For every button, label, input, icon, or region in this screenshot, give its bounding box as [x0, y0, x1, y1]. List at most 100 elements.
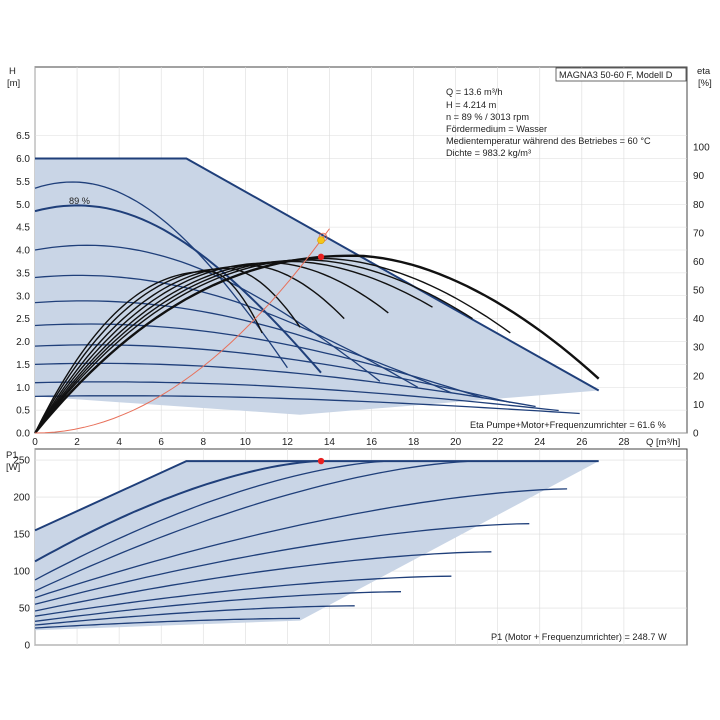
- head-curve: [34, 300, 452, 394]
- flow-tick-label: 18: [408, 437, 420, 448]
- power-axis-label: P1: [6, 450, 18, 461]
- flow-tick-label: 14: [324, 437, 336, 448]
- head-chart-panel: 0 2 4 6 8 10 12 14 16 18 20 22 24 26 28 0.00.51.01.52.…: [7, 66, 712, 448]
- flow-tick-label: 12: [282, 437, 294, 448]
- flow-tick-label: 6: [158, 437, 164, 448]
- power-curve: [34, 591, 402, 622]
- flow-axis-label: Q [m³/h]: [646, 437, 680, 448]
- duty-point-power: [317, 457, 325, 465]
- power-tick-label: 100: [13, 567, 30, 578]
- duty-point-efficiency: [317, 253, 325, 261]
- duty-point-head: [317, 236, 325, 245]
- power-curve: [34, 605, 355, 626]
- head-curve: [34, 274, 419, 388]
- head-curve: [34, 395, 580, 415]
- flow-tick-label: 2: [74, 437, 80, 448]
- efficiency-curve: [34, 260, 433, 434]
- flow-tick-label: 0: [32, 437, 38, 448]
- efficiency-curve: [34, 270, 263, 434]
- model-label: MAGNA3 50-60 F, Modell D: [559, 70, 673, 80]
- power-tick-label: 0: [24, 641, 30, 652]
- flow-tick-label: 28: [618, 437, 630, 448]
- efficiency-axis-unit: [%]: [698, 78, 712, 89]
- flow-tick-label: 4: [116, 437, 122, 448]
- head-tick-label: 6.5: [16, 131, 30, 142]
- power-curve: [34, 575, 452, 617]
- efficiency-note: Eta Pumpe+Motor+Frequenzumrichter = 61.6…: [470, 420, 666, 430]
- head-tick-label: 5.5: [16, 177, 30, 188]
- efficiency-tick-label: 10: [693, 400, 705, 411]
- head-tick-label: 0.0: [16, 429, 30, 440]
- efficiency-curve: [34, 267, 301, 434]
- power-tick-label: 50: [19, 604, 31, 615]
- head-tick-label: 3.5: [16, 268, 30, 279]
- efficiency-tick-label: 30: [693, 343, 705, 354]
- head-tick-label: 3.0: [16, 291, 30, 302]
- info-medium: Fördermedium = Wasser: [446, 124, 547, 134]
- head-axis-unit: [m]: [7, 78, 20, 89]
- flow-tick-label: 24: [534, 437, 546, 448]
- power-curve: [34, 460, 322, 563]
- head-tick-label: 1.0: [16, 383, 30, 394]
- head-tick-label: 0.5: [16, 406, 30, 417]
- power-tick-label: 200: [13, 493, 30, 504]
- power-duty-point: [317, 457, 325, 465]
- power-curve: [34, 617, 300, 629]
- power-curve: [34, 488, 568, 599]
- head-axis-ticks: 0.0 0.5 1.0 1.5 2.0 2.5 3.0 3.5 4.0 4.5 5.0 5.5 6.0 6…: [16, 131, 30, 439]
- power-curve: [34, 460, 393, 581]
- head-curve: [34, 362, 536, 408]
- efficiency-axis-label: eta: [697, 66, 711, 77]
- info-head: H = 4.214 m: [446, 100, 497, 110]
- efficiency-tick-label: 100: [693, 143, 710, 154]
- efficiency-axis-ticks: 0 10 20 30 40 50 60 70 80 90 100: [693, 143, 710, 440]
- power-axis-ticks: 0 50 100 150 200 250: [13, 456, 30, 652]
- info-speed: n = 89 % / 3013 rpm: [446, 112, 529, 122]
- power-tick-label: 250: [13, 456, 30, 467]
- power-axis-unit: [W]: [6, 462, 20, 473]
- power-chart-panel: 0 50 100 150 200 250 P1 [W] P1 (Motor + Frequ…: [6, 448, 688, 652]
- flow-tick-label: 16: [366, 437, 378, 448]
- power-curves: [34, 460, 599, 629]
- flow-tick-label: 10: [240, 437, 252, 448]
- efficiency-tick-label: 50: [693, 286, 705, 297]
- info-flow: Q = 13.6 m³/h: [446, 87, 502, 97]
- max-speed-boundary: [35, 157, 600, 392]
- power-note: P1 (Motor + Frequenzumrichter) = 248.7 W: [491, 632, 667, 642]
- head-tick-label: 2.0: [16, 337, 30, 348]
- info-density: Dichte = 983.2 kg/m³: [446, 148, 531, 158]
- efficiency-tick-label: 80: [693, 200, 705, 211]
- power-curve: [34, 523, 530, 605]
- head-axis-label: H: [9, 66, 16, 77]
- max-power-boundary: [34, 460, 599, 532]
- power-envelope-area: [35, 461, 599, 631]
- system-curve: [34, 228, 330, 434]
- efficiency-tick-label: 20: [693, 371, 705, 382]
- flow-tick-label: 22: [492, 437, 504, 448]
- head-tick-label: 1.5: [16, 360, 30, 371]
- power-curve: [34, 460, 479, 592]
- efficiency-tick-label: 90: [693, 171, 705, 182]
- info-temperature: Medientemperatur während des Betriebes =…: [446, 136, 651, 146]
- head-tick-label: 5.0: [16, 200, 30, 211]
- model-label-box: [555, 67, 687, 82]
- efficiency-curve: [34, 254, 600, 434]
- power-curve: [34, 551, 492, 612]
- head-curve: [34, 381, 559, 412]
- efficiency-tick-label: 70: [693, 228, 705, 239]
- flow-tick-label: 26: [576, 437, 588, 448]
- head-curve: [34, 181, 288, 369]
- efficiency-tick-label: 0: [693, 429, 699, 440]
- flow-tick-label: 8: [200, 437, 206, 448]
- head-tick-label: 6.0: [16, 154, 30, 165]
- efficiency-curves: [34, 254, 600, 434]
- duty-points: [317, 232, 328, 261]
- power-tick-label: 150: [13, 530, 30, 541]
- head-tick-label: 2.5: [16, 314, 30, 325]
- head-tick-label: 4.5: [16, 223, 30, 234]
- flow-tick-label: 20: [450, 437, 462, 448]
- efficiency-curve: [34, 264, 345, 434]
- efficiency-tick-label: 40: [693, 314, 705, 325]
- flow-axis-ticks: 0 2 4 6 8 10 12 14 16 18 20 22 24 26 28: [32, 437, 630, 448]
